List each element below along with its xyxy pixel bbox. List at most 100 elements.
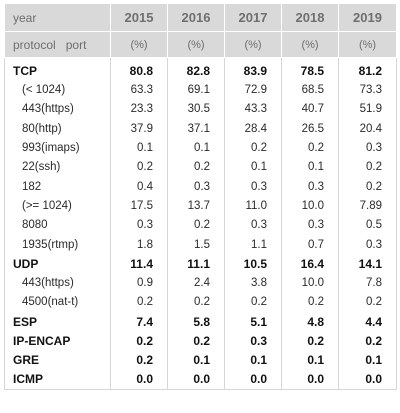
unit-2016: (%) <box>167 31 225 58</box>
year-2019-header: 2019 <box>338 3 397 32</box>
row-value-2018: 0.1 <box>281 351 339 371</box>
table-row: 1935(rtmp) 1.8 1.5 1.1 0.7 0.3 <box>4 235 397 255</box>
row-protocol-name: (>= 1024) <box>4 196 111 217</box>
row-value-2016: 82.8 <box>167 57 225 81</box>
row-value-2017: 83.9 <box>224 57 282 81</box>
row-value-2015: 0.2 <box>110 293 168 313</box>
protocol-label: protocol <box>13 37 56 52</box>
row-value-2015: 0.2 <box>110 158 168 178</box>
row-value-2017: 0.3 <box>224 216 282 236</box>
row-value-2017: 0.2 <box>224 138 282 159</box>
row-value-2017: 72.9 <box>224 81 282 101</box>
row-value-2017: 5.1 <box>224 312 282 332</box>
row-value-2016: 0.2 <box>167 293 225 313</box>
year-2017-header: 2017 <box>224 3 282 32</box>
row-protocol-name: 80(http) <box>4 119 111 139</box>
row-protocol-name: UDP <box>4 254 111 274</box>
row-value-2015: 23.3 <box>110 100 168 120</box>
row-value-2016: 0.1 <box>167 138 225 159</box>
row-value-2018: 40.7 <box>281 100 339 120</box>
row-value-2019: 0.2 <box>338 158 397 178</box>
table-row: GRE 0.2 0.1 0.1 0.1 0.1 <box>4 351 397 371</box>
table-row: 22(ssh) 0.2 0.2 0.1 0.1 0.2 <box>4 158 397 178</box>
unit-2019: (%) <box>338 31 397 58</box>
row-value-2017: 0.3 <box>224 331 282 352</box>
row-value-2018: 0.2 <box>281 138 339 159</box>
row-value-2016: 0.3 <box>167 177 225 197</box>
table-row: 8080 0.3 0.2 0.3 0.3 0.5 <box>4 216 397 236</box>
table-row: (>= 1024) 17.5 13.7 11.0 10.0 7.89 <box>4 196 397 217</box>
protocol-table-container: year 2015 2016 2017 2018 2019 protocol p… <box>4 3 397 409</box>
row-protocol-name: 22(ssh) <box>4 158 111 178</box>
table-row: ESP 7.4 5.8 5.1 4.8 4.4 <box>4 312 397 332</box>
row-value-2018: 4.8 <box>281 312 339 332</box>
row-value-2019: 51.9 <box>338 100 397 120</box>
unit-2017: (%) <box>224 31 282 58</box>
row-value-2017: 11.0 <box>224 196 282 217</box>
table-row: 993(imaps) 0.1 0.1 0.2 0.2 0.3 <box>4 138 397 159</box>
row-value-2017: 0.1 <box>224 351 282 371</box>
port-label: port <box>65 37 87 52</box>
row-value-2015: 7.4 <box>110 312 168 332</box>
row-value-2016: 1.5 <box>167 235 225 255</box>
row-value-2016: 69.1 <box>167 81 225 101</box>
row-value-2019: 0.2 <box>338 293 397 313</box>
table-row: ICMP 0.0 0.0 0.0 0.0 0.0 <box>4 370 397 391</box>
row-value-2016: 37.1 <box>167 119 225 139</box>
row-value-2019: 14.1 <box>338 254 397 274</box>
row-value-2016: 0.0 <box>167 370 225 391</box>
row-value-2016: 0.1 <box>167 351 225 371</box>
row-value-2017: 0.3 <box>224 177 282 197</box>
row-protocol-name: 443(https) <box>4 273 111 294</box>
row-value-2018: 0.2 <box>281 293 339 313</box>
row-value-2019: 0.5 <box>338 216 397 236</box>
unit-header-row: protocol port (%) (%) (%) (%) (%) <box>4 31 397 58</box>
row-value-2018: 0.0 <box>281 370 339 391</box>
row-value-2016: 5.8 <box>167 312 225 332</box>
row-value-2017: 3.8 <box>224 273 282 294</box>
row-protocol-name: 1935(rtmp) <box>4 235 111 255</box>
table-row: TCP 80.8 82.8 83.9 78.5 81.2 <box>4 57 397 81</box>
row-protocol-name: GRE <box>4 351 111 371</box>
row-value-2015: 17.5 <box>110 196 168 217</box>
row-value-2017: 43.3 <box>224 100 282 120</box>
row-value-2019: 0.3 <box>338 138 397 159</box>
row-value-2018: 68.5 <box>281 81 339 101</box>
row-value-2016: 2.4 <box>167 273 225 294</box>
protocol-share-table: year 2015 2016 2017 2018 2019 protocol p… <box>4 3 397 391</box>
row-value-2016: 0.2 <box>167 158 225 178</box>
table-row: 182 0.4 0.3 0.3 0.3 0.2 <box>4 177 397 197</box>
row-value-2017: 0.0 <box>224 370 282 391</box>
table-row: (< 1024) 63.3 69.1 72.9 68.5 73.3 <box>4 81 397 101</box>
row-value-2018: 16.4 <box>281 254 339 274</box>
row-protocol-name: 993(imaps) <box>4 138 111 159</box>
row-value-2015: 1.8 <box>110 235 168 255</box>
row-value-2018: 0.7 <box>281 235 339 255</box>
year-2015-header: 2015 <box>110 3 168 32</box>
row-value-2015: 0.0 <box>110 370 168 391</box>
row-value-2015: 80.8 <box>110 57 168 81</box>
row-protocol-name: ICMP <box>4 370 111 391</box>
year-header-row: year 2015 2016 2017 2018 2019 <box>4 3 397 32</box>
year-2016-header: 2016 <box>167 3 225 32</box>
row-value-2015: 0.4 <box>110 177 168 197</box>
row-value-2017: 10.5 <box>224 254 282 274</box>
table-row: UDP 11.4 11.1 10.5 16.4 14.1 <box>4 254 397 274</box>
row-value-2015: 0.2 <box>110 351 168 371</box>
row-value-2017: 1.1 <box>224 235 282 255</box>
year-label: year <box>4 3 111 32</box>
row-value-2018: 78.5 <box>281 57 339 81</box>
table-row: 80(http) 37.9 37.1 28.4 26.5 20.4 <box>4 119 397 139</box>
row-protocol-name: 443(https) <box>4 100 111 120</box>
protocol-port-label: protocol port <box>4 31 111 58</box>
row-value-2018: 10.0 <box>281 196 339 217</box>
row-value-2019: 0.2 <box>338 177 397 197</box>
row-value-2019: 0.2 <box>338 331 397 352</box>
row-value-2019: 4.4 <box>338 312 397 332</box>
table-row: 443(https) 0.9 2.4 3.8 10.0 7.8 <box>4 273 397 294</box>
row-value-2016: 13.7 <box>167 196 225 217</box>
row-value-2018: 10.0 <box>281 273 339 294</box>
table-body: TCP 80.8 82.8 83.9 78.5 81.2 (< 1024) 63.3 69.1 7… <box>4 57 397 391</box>
row-value-2018: 0.3 <box>281 177 339 197</box>
table-row: 443(https) 23.3 30.5 43.3 40.7 51.9 <box>4 100 397 120</box>
